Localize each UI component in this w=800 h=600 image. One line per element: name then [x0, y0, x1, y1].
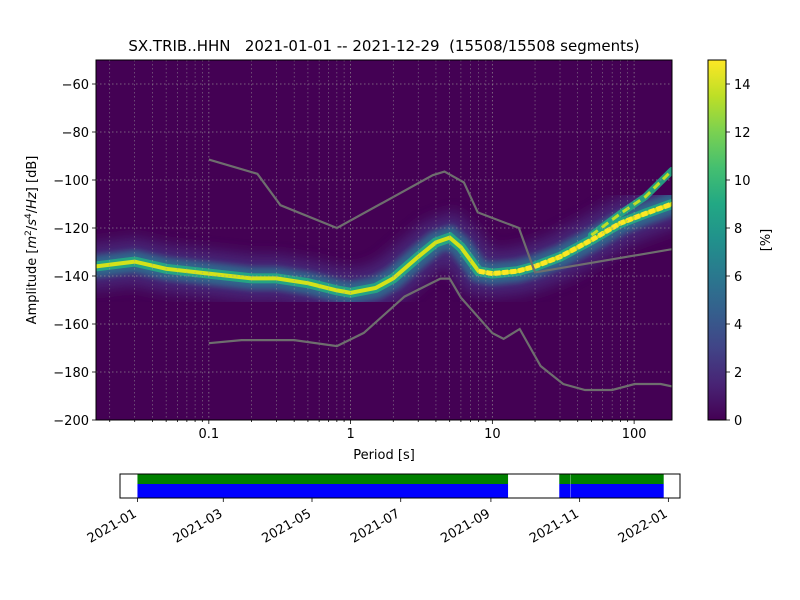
- availability-panel: 2021-01 2021-03 2021-05 2021-07 2021-09 2021-…: [85, 473, 681, 547]
- availability-date-axis: 2021-01 2021-03 2021-05 2021-07 2021-09 2021-…: [85, 498, 670, 547]
- colorbar-tick-label: 8: [734, 222, 742, 237]
- y-tick-label: −140: [53, 270, 89, 285]
- y-tick-label: −160: [53, 318, 89, 333]
- date-tick-label: 2021-09: [438, 506, 493, 546]
- date-tick-label: 2021-07: [348, 506, 403, 546]
- date-tick-label: 2021-05: [259, 506, 314, 546]
- availability-segment-top: [137, 474, 509, 484]
- plot-frame: [95, 59, 673, 421]
- nhnm-curve: [208, 158, 672, 274]
- colorbar-tick-label: 2: [734, 366, 742, 381]
- date-tick-label: 2021-01: [85, 506, 140, 546]
- y-tick-label: −100: [53, 174, 89, 189]
- availability-segment-bottom: [570, 484, 664, 498]
- x-axis: 0.1 1 10 100: [109, 420, 647, 442]
- availability-segment-top: [570, 474, 664, 484]
- y-tick-label: −200: [53, 414, 89, 429]
- colorbar-gradient: [707, 59, 727, 421]
- colorbar-tick-label: 0: [734, 414, 742, 429]
- noise-model-curves: [208, 158, 672, 392]
- colorbar-tick-label: 12: [734, 126, 751, 141]
- availability-frame-outline: [119, 473, 681, 499]
- x-tick-label: 100: [622, 427, 647, 442]
- colorbar-label: [%]: [759, 229, 774, 252]
- availability-segment-bottom: [137, 484, 509, 498]
- y-tick-label: −60: [62, 78, 89, 93]
- density-secondary-line: [590, 169, 672, 237]
- date-tick-label: 2021-03: [171, 506, 226, 546]
- availability-segment-top: [559, 474, 571, 484]
- chart-title: SX.TRIB..HHN 2021-01-01 -- 2021-12-29 (1…: [128, 37, 639, 55]
- x-tick-label: 10: [484, 427, 501, 442]
- y-tick-label: −80: [62, 126, 89, 141]
- y-axis-label: Amplitude [m2/s4/Hz] [dB]: [24, 156, 40, 325]
- colorbar-tick-label: 6: [734, 270, 742, 285]
- date-tick-label: 2022-01: [616, 506, 671, 546]
- colorbar-tick-label: 4: [734, 318, 742, 333]
- colorbar: 0 2 4 6 8 10 12 14 [%]: [707, 59, 774, 429]
- plot-area: 0.1 1 10 100 −200 −180 −160 −140 −120 −100 −80 −60…: [24, 59, 673, 463]
- heatmap-layer: [96, 166, 672, 317]
- y-tick-label: −180: [53, 366, 89, 381]
- y-axis: −200 −180 −160 −140 −120 −100 −80 −60: [53, 78, 96, 429]
- availability-segment-bottom: [559, 484, 571, 498]
- x-axis-label: Period [s]: [353, 448, 415, 463]
- colorbar-tick-label: 14: [734, 78, 751, 93]
- date-tick-label: 2021-11: [527, 506, 582, 546]
- nlnm-curve: [208, 277, 672, 392]
- x-tick-label: 0.1: [198, 427, 219, 442]
- availability-segments: [137, 474, 665, 498]
- grid-lines: [96, 60, 672, 420]
- y-tick-label: −120: [53, 222, 89, 237]
- x-tick-label: 1: [346, 427, 354, 442]
- colorbar-ticks: 0 2 4 6 8 10 12 14: [726, 78, 751, 429]
- colorbar-tick-label: 10: [734, 174, 751, 189]
